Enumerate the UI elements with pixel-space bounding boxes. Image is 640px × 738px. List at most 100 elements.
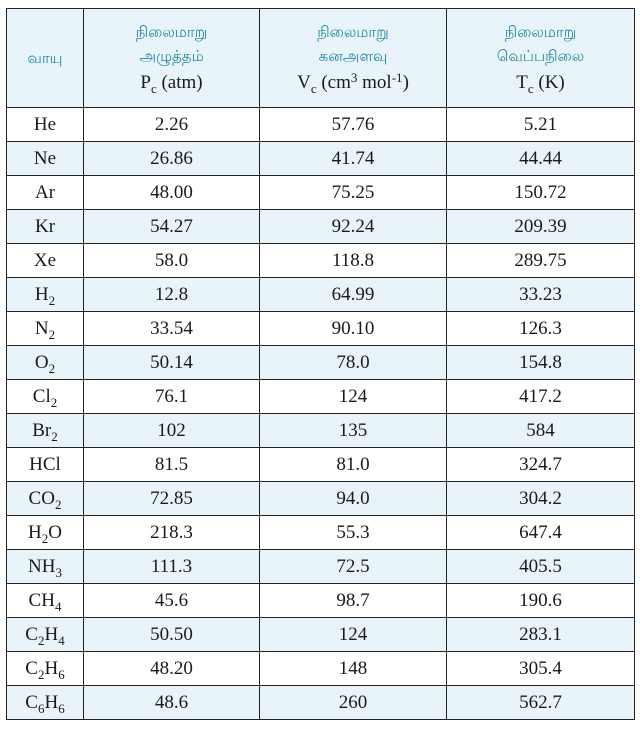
header-temperature-title-2: வெப்பநிலை [496,47,585,65]
critical-pressure-cell: 54.27 [83,209,260,244]
gas-formula-cell: Kr [6,209,84,244]
header-pressure-title-1: நிலைமாறு [135,23,208,41]
critical-pressure-cell: 72.85 [83,481,260,516]
critical-volume-cell: 75.25 [259,175,447,210]
table-row: Kr 54.27 92.24 209.39 [6,209,635,244]
gas-formula-cell: CO2 [6,481,84,516]
table-row: H2O 218.3 55.3 647.4 [6,515,635,550]
critical-pressure-cell: 48.6 [83,685,260,720]
critical-pressure-cell: 111.3 [83,549,260,584]
table-row: CO2 72.85 94.0 304.2 [6,481,635,516]
gas-formula-cell: H2 [6,277,84,312]
critical-pressure-cell: 2.26 [83,107,260,142]
critical-temperature-cell: 304.2 [446,481,635,516]
critical-volume-cell: 135 [259,413,447,448]
gas-formula-cell: He [6,107,84,142]
critical-temperature-cell: 647.4 [446,515,635,550]
header-temperature-unit: Tc (K) [516,72,565,96]
critical-temperature-cell: 562.7 [446,685,635,720]
critical-volume-cell: 98.7 [259,583,447,618]
header-critical-volume: நிலைமாறு கனஅளவு Vc (cm3 mol-1) [259,8,447,108]
critical-temperature-cell: 283.1 [446,617,635,652]
critical-pressure-cell: 12.8 [83,277,260,312]
table-row: Cl2 76.1 124 417.2 [6,379,635,414]
critical-temperature-cell: 126.3 [446,311,635,346]
gas-formula-cell: Ne [6,141,84,176]
critical-pressure-cell: 45.6 [83,583,260,618]
critical-constants-table: வாயு நிலைமாறு அழுத்தம் Pc (atm) நிலைமாறு… [6,8,635,720]
table-row: C2H6 48.20 148 305.4 [6,651,635,686]
header-critical-pressure: நிலைமாறு அழுத்தம் Pc (atm) [83,8,260,108]
critical-temperature-cell: 584 [446,413,635,448]
critical-volume-cell: 72.5 [259,549,447,584]
critical-temperature-cell: 305.4 [446,651,635,686]
table-body: He 2.26 57.76 5.21 Ne 26.86 41.74 44.44 Ar 48.00 7… [6,107,635,720]
critical-volume-cell: 260 [259,685,447,720]
critical-volume-cell: 41.74 [259,141,447,176]
critical-temperature-cell: 324.7 [446,447,635,482]
header-critical-temperature: நிலைமாறு வெப்பநிலை Tc (K) [446,8,635,108]
gas-formula-cell: Cl2 [6,379,84,414]
table-row: Ne 26.86 41.74 44.44 [6,141,635,176]
gas-formula-cell: Xe [6,243,84,278]
critical-temperature-cell: 154.8 [446,345,635,380]
critical-pressure-cell: 26.86 [83,141,260,176]
table-row: Ar 48.00 75.25 150.72 [6,175,635,210]
critical-temperature-cell: 417.2 [446,379,635,414]
critical-temperature-cell: 190.6 [446,583,635,618]
critical-constants-table-container: வாயு நிலைமாறு அழுத்தம் Pc (atm) நிலைமாறு… [6,8,635,720]
critical-pressure-cell: 218.3 [83,515,260,550]
gas-formula-cell: N2 [6,311,84,346]
gas-formula-cell: C2H4 [6,617,84,652]
gas-formula-cell: HCl [6,447,84,482]
critical-volume-cell: 57.76 [259,107,447,142]
critical-pressure-cell: 50.50 [83,617,260,652]
table-row: HCl 81.5 81.0 324.7 [6,447,635,482]
table-row: He 2.26 57.76 5.21 [6,107,635,142]
gas-formula-cell: C6H6 [6,685,84,720]
header-temperature-title-1: நிலைமாறு [504,23,577,41]
critical-volume-cell: 124 [259,617,447,652]
critical-volume-cell: 118.8 [259,243,447,278]
gas-formula-cell: Br2 [6,413,84,448]
critical-pressure-cell: 58.0 [83,243,260,278]
critical-temperature-cell: 33.23 [446,277,635,312]
table-row: N2 33.54 90.10 126.3 [6,311,635,346]
gas-formula-cell: CH4 [6,583,84,618]
gas-formula-cell: H2O [6,515,84,550]
critical-volume-cell: 124 [259,379,447,414]
critical-pressure-cell: 76.1 [83,379,260,414]
critical-temperature-cell: 5.21 [446,107,635,142]
critical-pressure-cell: 33.54 [83,311,260,346]
critical-volume-cell: 90.10 [259,311,447,346]
header-volume-title-1: நிலைமாறு [317,23,389,41]
gas-formula-cell: NH3 [6,549,84,584]
gas-formula-cell: C2H6 [6,651,84,686]
critical-pressure-cell: 48.20 [83,651,260,686]
critical-temperature-cell: 150.72 [446,175,635,210]
header-gas-label: வாயு [27,49,63,67]
table-row: C6H6 48.6 260 562.7 [6,685,635,720]
critical-volume-cell: 148 [259,651,447,686]
critical-volume-cell: 92.24 [259,209,447,244]
table-row: NH3 111.3 72.5 405.5 [6,549,635,584]
critical-volume-cell: 94.0 [259,481,447,516]
critical-temperature-cell: 405.5 [446,549,635,584]
critical-pressure-cell: 81.5 [83,447,260,482]
table-row: Xe 58.0 118.8 289.75 [6,243,635,278]
critical-pressure-cell: 48.00 [83,175,260,210]
table-row: CH4 45.6 98.7 190.6 [6,583,635,618]
gas-formula-cell: Ar [6,175,84,210]
header-volume-unit: Vc (cm3 mol-1) [297,70,409,96]
critical-volume-cell: 55.3 [259,515,447,550]
header-pressure-unit: Pc (atm) [140,72,203,96]
gas-formula-cell: O2 [6,345,84,380]
header-gas: வாயு [6,8,84,108]
critical-pressure-cell: 50.14 [83,345,260,380]
table-row: H2 12.8 64.99 33.23 [6,277,635,312]
header-row: வாயு நிலைமாறு அழுத்தம் Pc (atm) நிலைமாறு… [6,8,635,108]
header-volume-title-2: கனஅளவு [318,47,388,65]
critical-temperature-cell: 44.44 [446,141,635,176]
table-row: Br2 102 135 584 [6,413,635,448]
critical-temperature-cell: 209.39 [446,209,635,244]
